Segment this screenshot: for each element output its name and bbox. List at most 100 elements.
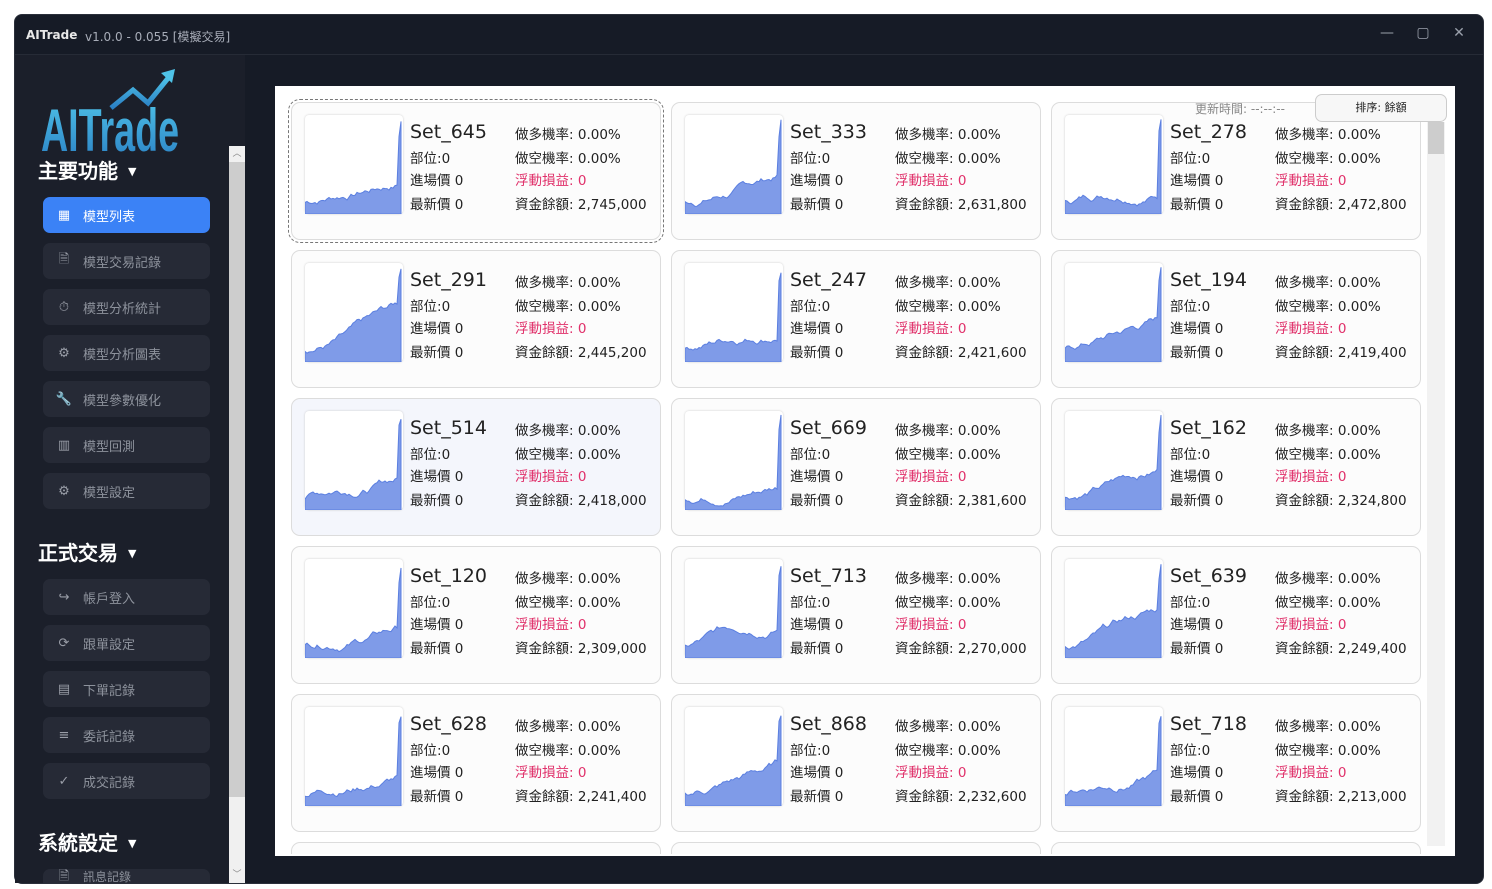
floating-pnl-row: 浮動損益: 0 xyxy=(515,617,587,633)
model-card-partial[interactable] xyxy=(291,842,661,854)
sidebar-item[interactable]: ▦ 模型列表 xyxy=(43,197,210,233)
entry-price-row: 進場價 0 xyxy=(790,173,844,189)
model-name: Set_718 xyxy=(1170,713,1247,735)
last-price-row: 最新價 0 xyxy=(790,197,844,213)
short-prob-row: 做空機率: 0.00% xyxy=(515,447,621,463)
sidebar-item[interactable]: ⚙ 模型設定 xyxy=(43,473,210,509)
sidebar-item[interactable]: ⏱ 模型分析統計 xyxy=(43,289,210,325)
wrench-icon: 🔧 xyxy=(55,391,73,407)
equity-sparkline xyxy=(1064,707,1163,807)
sidebar-item[interactable]: ↪ 帳戶登入 xyxy=(43,579,210,615)
main-scroll-thumb[interactable] xyxy=(1428,122,1444,154)
model-name: Set_514 xyxy=(410,417,487,439)
last-price-row: 最新價 0 xyxy=(790,641,844,657)
model-card[interactable]: Set_639 部位:0 進場價 0 最新價 0 做多機率: 0.00% 做空機… xyxy=(1051,546,1421,684)
model-name: Set_278 xyxy=(1170,121,1247,143)
model-card[interactable]: Set_291 部位:0 進場價 0 最新價 0 做多機率: 0.00% 做空機… xyxy=(291,250,661,388)
model-card[interactable]: Set_162 部位:0 進場價 0 最新價 0 做多機率: 0.00% 做空機… xyxy=(1051,398,1421,536)
model-name: Set_247 xyxy=(790,269,867,291)
sidebar-item[interactable]: ⟳ 跟單設定 xyxy=(43,625,210,661)
short-prob-row: 做空機率: 0.00% xyxy=(1275,743,1381,759)
scroll-down-icon[interactable]: ﹀ xyxy=(232,870,242,880)
sidebar-item[interactable]: 🔧 模型參數優化 xyxy=(43,381,210,417)
maximize-icon[interactable]: ▢ xyxy=(1416,25,1430,41)
entry-price-row: 進場價 0 xyxy=(410,321,464,337)
model-card[interactable]: Set_718 部位:0 進場價 0 最新價 0 做多機率: 0.00% 做空機… xyxy=(1051,694,1421,832)
model-card[interactable]: Set_514 部位:0 進場價 0 最新價 0 做多機率: 0.00% 做空機… xyxy=(291,398,661,536)
model-card[interactable]: Set_669 部位:0 進場價 0 最新價 0 做多機率: 0.00% 做空機… xyxy=(671,398,1041,536)
model-card-partial[interactable] xyxy=(1051,842,1421,854)
position-row: 部位:0 xyxy=(1170,595,1211,611)
floating-pnl-row: 浮動損益: 0 xyxy=(515,765,587,781)
model-card[interactable]: Set_278 部位:0 進場價 0 最新價 0 做多機率: 0.00% 做空機… xyxy=(1051,102,1421,240)
sidebar-item[interactable]: 🗎 訊息記錄 xyxy=(43,869,210,883)
model-card[interactable]: Set_247 部位:0 進場價 0 最新價 0 做多機率: 0.00% 做空機… xyxy=(671,250,1041,388)
scroll-up-icon[interactable]: ︿ xyxy=(232,149,242,159)
entry-price-row: 進場價 0 xyxy=(790,765,844,781)
app-logo: AITrade xyxy=(41,63,186,164)
sparkline-area xyxy=(304,716,402,807)
sidebar-item[interactable]: ▥ 模型回測 xyxy=(43,427,210,463)
model-card[interactable]: Set_194 部位:0 進場價 0 最新價 0 做多機率: 0.00% 做空機… xyxy=(1051,250,1421,388)
position-row: 部位:0 xyxy=(790,447,831,463)
entry-price-row: 進場價 0 xyxy=(1170,617,1224,633)
last-price-row: 最新價 0 xyxy=(1170,789,1224,805)
sidebar-item-label: 訊息記錄 xyxy=(83,870,132,884)
equity-sparkline xyxy=(684,707,783,807)
position-row: 部位:0 xyxy=(1170,447,1211,463)
document-icon: 🗎 xyxy=(58,252,70,267)
login-arrow-icon: ↪ xyxy=(58,589,70,605)
floating-pnl-row: 浮動損益: 0 xyxy=(895,765,967,781)
long-prob-row: 做多機率: 0.00% xyxy=(1275,571,1381,587)
receipt-icon: ▤ xyxy=(57,681,71,697)
floating-pnl-row: 浮動損益: 0 xyxy=(1275,469,1347,485)
floating-pnl-row: 浮動損益: 0 xyxy=(1275,173,1347,189)
floating-pnl-row: 浮動損益: 0 xyxy=(515,469,587,485)
model-name: Set_669 xyxy=(790,417,867,439)
sidebar-item-label: 模型交易記錄 xyxy=(83,255,162,271)
short-prob-row: 做空機率: 0.00% xyxy=(1275,447,1381,463)
short-prob-row: 做空機率: 0.00% xyxy=(1275,151,1381,167)
short-prob-row: 做空機率: 0.00% xyxy=(895,151,1001,167)
balance-row: 資金餘額: 2,309,000 xyxy=(515,641,647,657)
balance-row: 資金餘額: 2,232,600 xyxy=(895,789,1027,805)
equity-sparkline xyxy=(1064,115,1163,215)
model-card[interactable]: Set_333 部位:0 進場價 0 最新價 0 做多機率: 0.00% 做空機… xyxy=(671,102,1041,240)
sidebar-item[interactable]: ✓ 成交記錄 xyxy=(43,763,210,799)
section-header[interactable]: 主要功能 ▼ xyxy=(38,155,136,184)
sidebar-item-label: 下單記錄 xyxy=(83,683,136,699)
section-header[interactable]: 正式交易 ▼ xyxy=(38,537,136,566)
model-name: Set_291 xyxy=(410,269,487,291)
model-card[interactable]: Set_868 部位:0 進場價 0 最新價 0 做多機率: 0.00% 做空機… xyxy=(671,694,1041,832)
sidebar-item[interactable]: ▤ 下單記錄 xyxy=(43,671,210,707)
short-prob-row: 做空機率: 0.00% xyxy=(1275,299,1381,315)
model-card[interactable]: Set_120 部位:0 進場價 0 最新價 0 做多機率: 0.00% 做空機… xyxy=(291,546,661,684)
sparkline-area xyxy=(684,119,782,215)
caret-down-icon: ▼ xyxy=(128,837,137,850)
long-prob-row: 做多機率: 0.00% xyxy=(1275,275,1381,291)
sidebar-item-label: 模型回測 xyxy=(83,439,136,455)
last-price-row: 最新價 0 xyxy=(410,345,464,361)
section-header[interactable]: 系統設定 ▼ xyxy=(38,827,136,856)
sparkline-area xyxy=(684,566,782,659)
stopwatch-icon: ⏱ xyxy=(58,299,70,315)
sort-button[interactable]: 排序: 餘額 xyxy=(1315,94,1447,122)
model-card[interactable]: Set_645 部位:0 進場價 0 最新價 0 做多機率: 0.00% 做空機… xyxy=(288,99,664,243)
short-prob-row: 做空機率: 0.00% xyxy=(515,595,621,611)
sidebar-item[interactable]: ⚙ 模型分析圖表 xyxy=(43,335,210,371)
balance-row: 資金餘額: 2,270,000 xyxy=(895,641,1027,657)
position-row: 部位:0 xyxy=(790,743,831,759)
model-card[interactable]: Set_628 部位:0 進場價 0 最新價 0 做多機率: 0.00% 做空機… xyxy=(291,694,661,832)
svg-text:AITrade: AITrade xyxy=(41,97,179,158)
caret-down-icon: ▼ xyxy=(128,165,137,178)
model-card[interactable]: Set_713 部位:0 進場價 0 最新價 0 做多機率: 0.00% 做空機… xyxy=(671,546,1041,684)
sidebar-scrollbar[interactable]: ︿ ﹀ xyxy=(229,146,245,883)
sidebar-item[interactable]: 🗎 模型交易記錄 xyxy=(43,243,210,279)
sidebar-item[interactable]: ≡ 委託記錄 xyxy=(43,717,210,753)
sidebar-scroll-thumb[interactable] xyxy=(229,162,245,797)
minimize-icon[interactable]: — xyxy=(1380,25,1394,41)
model-card-partial[interactable] xyxy=(671,842,1041,854)
entry-price-row: 進場價 0 xyxy=(790,469,844,485)
main-scrollbar[interactable] xyxy=(1427,122,1445,846)
close-icon[interactable]: ✕ xyxy=(1453,25,1465,41)
